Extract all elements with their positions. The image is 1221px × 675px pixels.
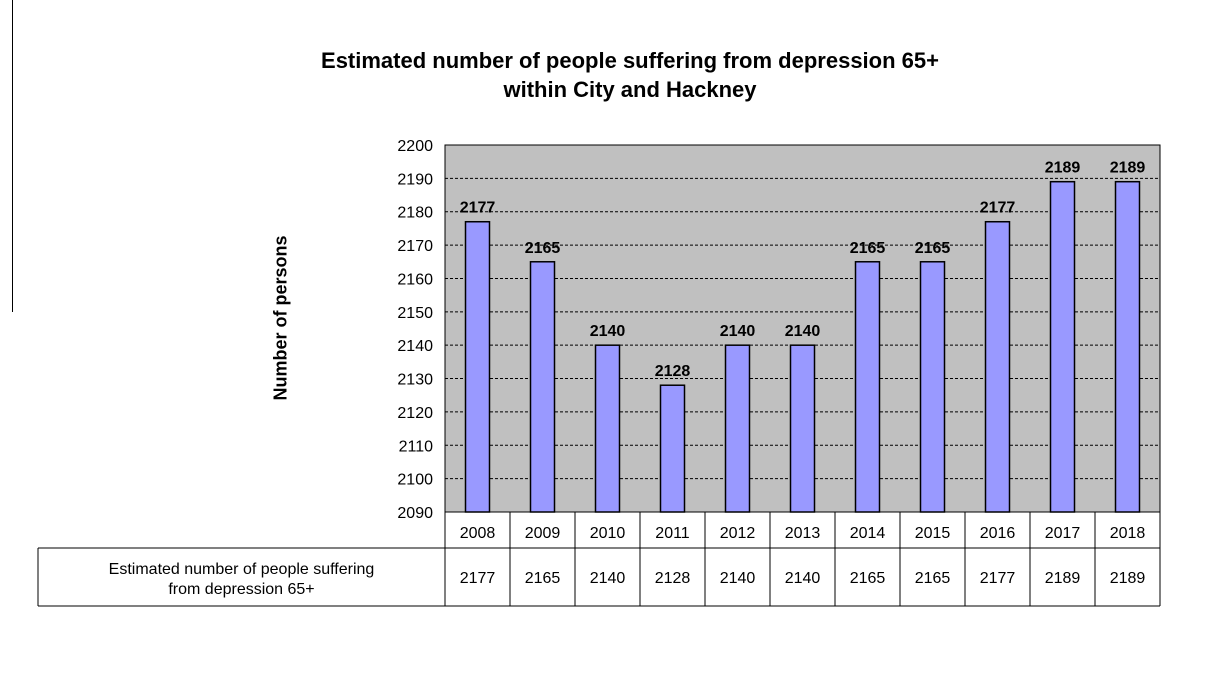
chart-title-line-1: Estimated number of people suffering fro… — [321, 48, 939, 73]
x-tick-label: 2016 — [980, 525, 1016, 542]
series-name-label: Estimated number of people suffering — [109, 561, 375, 578]
x-tick-label: 2017 — [1045, 525, 1081, 542]
table-cell-value: 2165 — [850, 570, 886, 587]
chart-title-line-2: within City and Hackney — [503, 77, 757, 102]
data-label: 2189 — [1045, 160, 1081, 177]
y-tick-label: 2090 — [397, 505, 433, 522]
y-tick-label: 2120 — [397, 405, 433, 422]
data-label: 2140 — [720, 323, 756, 340]
x-tick-label: 2008 — [460, 525, 496, 542]
data-table: 2008 2177 2009 2165 2010 2140 2011 2128 2012 2140… — [37, 512, 1161, 607]
bar — [919, 261, 946, 513]
y-tick-label: 2130 — [397, 372, 433, 389]
table-cell-value: 2140 — [590, 570, 626, 587]
bar — [1049, 180, 1076, 513]
y-tick-label: 2200 — [397, 138, 433, 155]
table-cell-value: 2165 — [525, 570, 561, 587]
x-tick-label: 2015 — [915, 525, 951, 542]
x-tick-label: 2012 — [720, 525, 756, 542]
x-tick-label: 2010 — [590, 525, 626, 542]
y-tick-label: 2150 — [397, 305, 433, 322]
table-cell-value: 2140 — [785, 570, 821, 587]
table-cell-value: 2177 — [980, 570, 1016, 587]
bar — [724, 344, 751, 513]
bar — [984, 220, 1011, 513]
series-name-label: from depression 65+ — [168, 581, 314, 598]
y-tick-label: 2180 — [397, 205, 433, 222]
bar — [789, 344, 816, 513]
data-label: 2177 — [980, 200, 1016, 217]
x-tick-label: 2014 — [850, 525, 886, 542]
table-cell-value: 2177 — [460, 570, 496, 587]
data-label: 2140 — [785, 323, 821, 340]
data-label: 2140 — [590, 323, 626, 340]
data-label: 2165 — [850, 240, 886, 257]
y-tick-label: 2170 — [397, 238, 433, 255]
table-cell-value: 2189 — [1110, 570, 1146, 587]
data-label: 2165 — [525, 240, 561, 257]
bar — [464, 220, 491, 513]
bar — [659, 384, 686, 513]
bar — [1114, 180, 1141, 513]
table-cell-value: 2165 — [915, 570, 951, 587]
chart-title: Estimated number of people suffering fro… — [130, 46, 1130, 104]
bar — [529, 261, 556, 513]
table-cell-value: 2140 — [720, 570, 756, 587]
data-label: 2177 — [460, 200, 496, 217]
x-tick-label: 2011 — [655, 525, 690, 542]
table-cell-value: 2189 — [1045, 570, 1081, 587]
y-tick-label: 2190 — [397, 171, 433, 188]
x-tick-label: 2013 — [785, 525, 821, 542]
bar — [594, 344, 621, 513]
x-tick-label: 2009 — [525, 525, 561, 542]
left-border-line — [12, 0, 13, 312]
y-tick-label: 2160 — [397, 271, 433, 288]
y-tick-label: 2100 — [397, 472, 433, 489]
bar — [854, 261, 881, 513]
data-label: 2189 — [1110, 160, 1146, 177]
x-tick-label: 2018 — [1110, 525, 1146, 542]
y-tick-label: 2110 — [399, 438, 434, 455]
data-label: 2128 — [655, 363, 691, 380]
y-tick-label: 2140 — [397, 338, 433, 355]
data-label: 2165 — [915, 240, 951, 257]
table-cell-value: 2128 — [655, 570, 691, 587]
